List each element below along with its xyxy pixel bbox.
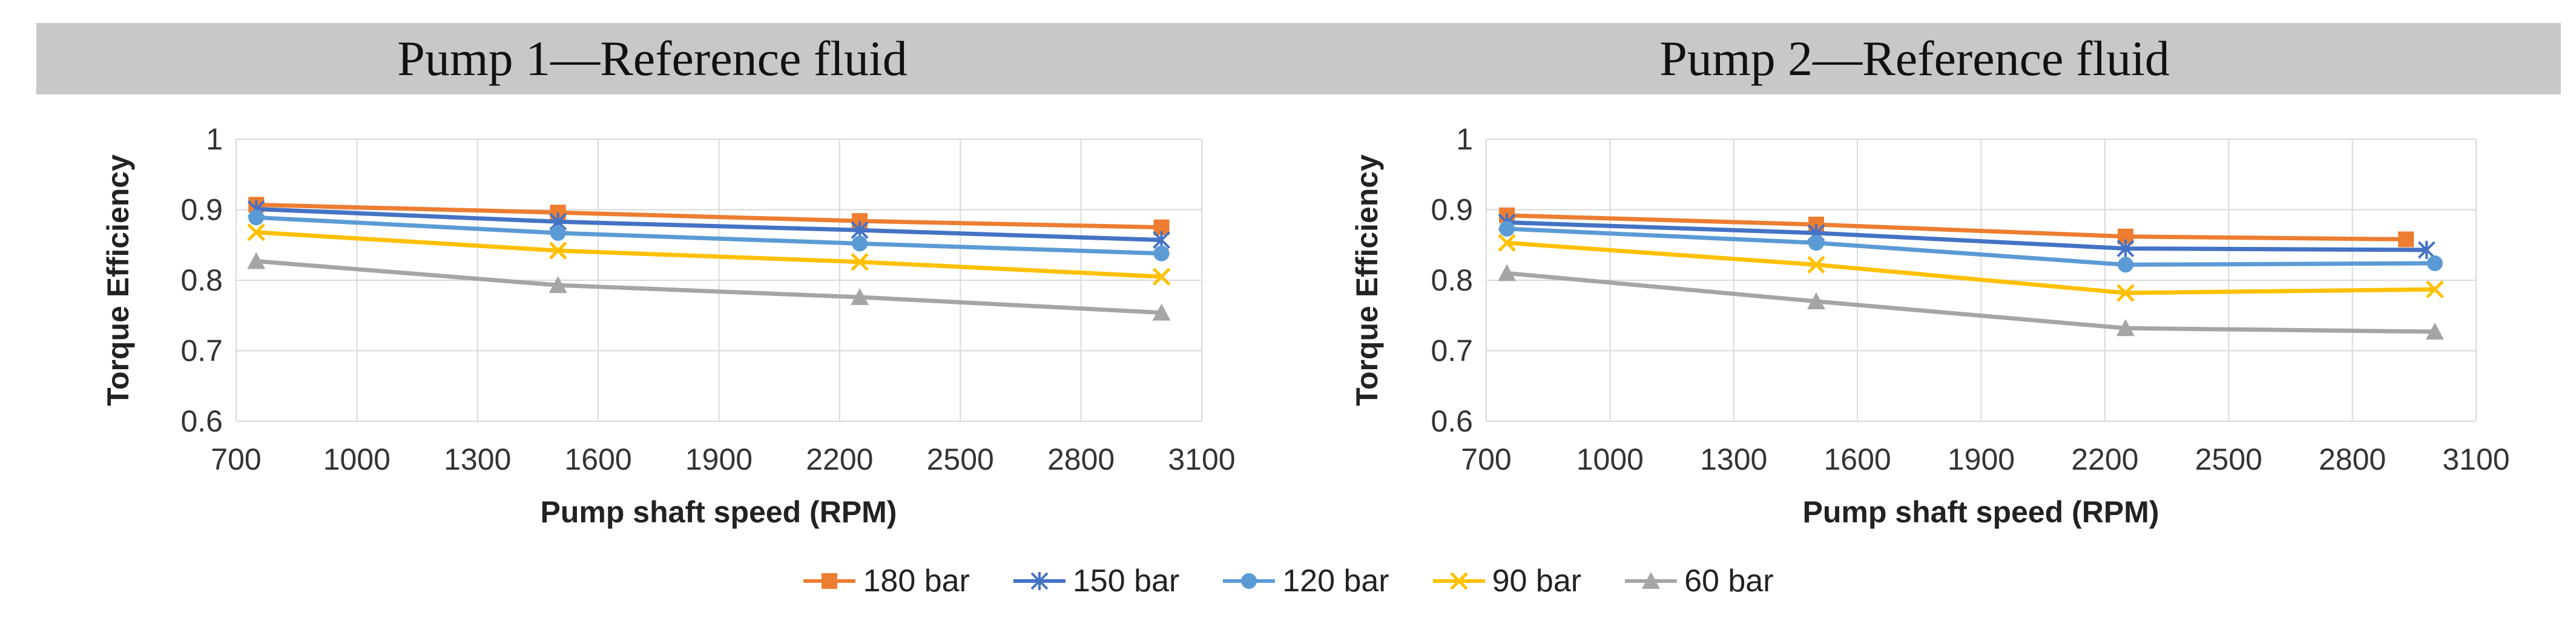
data-point [2426, 255, 2443, 272]
x-tick-label: 2500 [927, 442, 994, 476]
legend-marker-90-bar [1432, 572, 1485, 590]
legend-marker-150-bar [1013, 572, 1066, 590]
series-line-120-bar [256, 215, 1162, 256]
chart-2-title: Pump 2—Reference fluid [1268, 23, 2561, 94]
data-point [1152, 268, 1171, 286]
x-tick-label: 1000 [1576, 442, 1644, 476]
legend-label: 60 bar [1684, 563, 1774, 599]
legend-marker [1449, 572, 1468, 590]
data-point [247, 252, 266, 269]
series-line-180-bar [256, 202, 1162, 230]
data-point [548, 241, 567, 260]
legend-marker [1241, 573, 1257, 589]
x-tick-label: 1900 [685, 442, 753, 476]
data-point [2398, 231, 2414, 248]
series-line-180-bar [1506, 213, 2406, 241]
data-point [2116, 239, 2135, 258]
series-line-120-bar [1506, 226, 2435, 267]
legend-marker [822, 573, 838, 589]
legend-marker [1030, 572, 1049, 590]
chart-1-title: Pump 1—Reference fluid [36, 23, 1268, 94]
y-tick-label: 0.6 [1431, 404, 1473, 438]
chart-2-plot: 0.6 0.7 0.8 0.9 1 700 1000 1300 1600 1900 2200 2500… [1350, 122, 2510, 529]
legend-marker-120-bar [1223, 573, 1276, 589]
y-tick-label: 0.8 [180, 263, 223, 297]
data-point [248, 209, 265, 226]
data-point [1499, 220, 1515, 237]
legend-label: 180 bar [863, 563, 970, 599]
y-axis-label: Torque Efficiency [101, 154, 135, 406]
x-tick-label: 1300 [1700, 442, 1767, 476]
data-point [1807, 292, 1825, 309]
legend-label: 120 bar [1282, 563, 1389, 599]
y-tick-label: 0.8 [1431, 263, 1473, 297]
x-tick-label: 700 [1461, 442, 1511, 476]
legend-item: 60 bar [1624, 563, 1774, 599]
legend-label: 90 bar [1492, 563, 1582, 599]
data-point [852, 235, 868, 252]
data-point [550, 225, 566, 241]
legend-marker-180-bar [803, 573, 856, 589]
x-tick-label: 2800 [1047, 442, 1115, 476]
x-tick-label: 2500 [2195, 442, 2262, 476]
y-tick-label: 1 [1456, 122, 1473, 156]
series-line-150-bar [1506, 220, 2427, 252]
x-tick-label: 3100 [2442, 442, 2509, 476]
x-tick-label: 3100 [1168, 442, 1235, 476]
series-line-90-bar [1506, 240, 2435, 295]
x-tick-label: 2800 [2319, 442, 2386, 476]
y-tick-label: 0.6 [180, 404, 223, 438]
chart-1-plot: 0.6 0.7 0.8 0.9 1 700 1000 1300 1600 1900 2200 2500… [101, 122, 1236, 529]
y-tick-label: 1 [206, 122, 223, 156]
data-point [1807, 255, 1825, 274]
data-point [1498, 264, 1517, 281]
x-axis-label: Pump shaft speed (RPM) [541, 495, 897, 529]
data-point [851, 287, 869, 305]
x-tick-label: 700 [211, 442, 261, 476]
data-point [2116, 284, 2135, 302]
data-point [247, 223, 265, 241]
data-point [1808, 235, 1824, 251]
x-axis-label: Pump shaft speed (RPM) [1803, 495, 2159, 529]
legend-item: 120 bar [1222, 563, 1389, 599]
x-tick-label: 2200 [2071, 442, 2138, 476]
y-tick-label: 0.7 [1431, 334, 1473, 368]
data-point [2425, 323, 2444, 340]
legend-item: 150 bar [1012, 563, 1179, 599]
y-tick-label: 0.9 [180, 193, 223, 227]
y-tick-label: 0.7 [180, 334, 223, 368]
x-tick-label: 2200 [806, 442, 873, 476]
legend-marker-60-bar [1625, 572, 1678, 589]
data-point [851, 252, 869, 271]
x-tick-label: 1000 [323, 442, 390, 476]
x-tick-label: 1600 [565, 442, 632, 476]
y-axis-label: Torque Efficiency [1350, 154, 1384, 406]
series-line-60-bar [1506, 271, 2435, 334]
data-point [2417, 240, 2436, 259]
legend-marker [1642, 572, 1661, 589]
data-point [1153, 245, 1170, 261]
legend-item: 90 bar [1432, 563, 1581, 599]
data-point [2116, 319, 2135, 337]
x-tick-label: 1300 [444, 442, 511, 476]
x-tick-label: 1600 [1824, 442, 1891, 476]
legend-label: 150 bar [1072, 563, 1180, 599]
data-point [2117, 257, 2133, 273]
legend-item: 180 bar [802, 563, 970, 599]
y-tick-label: 0.9 [1431, 193, 1473, 227]
x-tick-label: 1900 [1948, 442, 2015, 476]
series-line-60-bar [255, 259, 1162, 315]
series-line-90-bar [256, 230, 1162, 279]
series-line-150-bar [256, 206, 1162, 243]
data-point [2426, 280, 2444, 298]
data-point [1152, 303, 1171, 321]
data-point [1498, 234, 1516, 252]
data-point [548, 276, 567, 294]
legend: 180 bar 150 bar 120 bar 90 bar 60 bar [0, 554, 2576, 608]
